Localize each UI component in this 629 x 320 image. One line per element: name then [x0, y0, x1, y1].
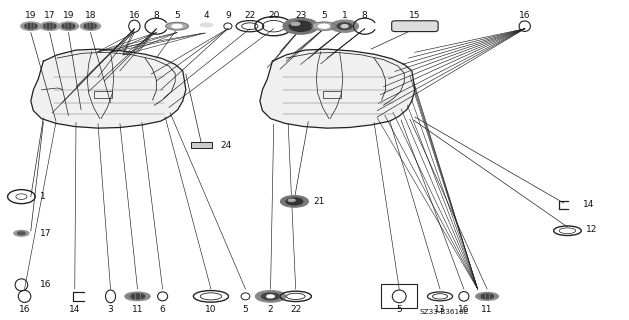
Text: 5: 5	[174, 11, 180, 20]
Ellipse shape	[58, 22, 79, 30]
Text: 24: 24	[220, 141, 231, 150]
Polygon shape	[31, 49, 186, 128]
Text: 14: 14	[582, 200, 594, 209]
Text: 19: 19	[63, 11, 74, 20]
Ellipse shape	[281, 196, 308, 207]
Text: 17: 17	[44, 11, 55, 20]
Ellipse shape	[286, 198, 303, 205]
Ellipse shape	[318, 24, 330, 28]
Ellipse shape	[130, 294, 145, 299]
Ellipse shape	[262, 293, 280, 300]
Bar	[381, 284, 418, 308]
Ellipse shape	[291, 22, 300, 25]
Text: 11: 11	[131, 305, 143, 314]
Ellipse shape	[62, 23, 75, 29]
Bar	[323, 91, 342, 98]
Text: 16: 16	[128, 11, 140, 20]
Ellipse shape	[84, 23, 97, 29]
Text: 19: 19	[25, 11, 36, 20]
Ellipse shape	[25, 23, 37, 29]
Text: 14: 14	[69, 305, 81, 314]
Text: 22: 22	[290, 305, 301, 314]
Text: 1: 1	[342, 11, 347, 20]
Ellipse shape	[331, 20, 359, 32]
Text: 1: 1	[40, 192, 46, 201]
Ellipse shape	[341, 25, 348, 28]
Text: 20: 20	[268, 11, 279, 20]
Text: 18: 18	[85, 11, 96, 20]
Polygon shape	[260, 49, 415, 128]
Ellipse shape	[476, 292, 498, 300]
Bar	[191, 142, 211, 148]
Ellipse shape	[311, 22, 337, 30]
Ellipse shape	[21, 22, 41, 30]
Text: 2: 2	[268, 305, 274, 314]
Text: 15: 15	[409, 11, 421, 20]
Ellipse shape	[43, 23, 56, 29]
Bar	[94, 91, 113, 98]
Text: 13: 13	[434, 305, 446, 314]
Ellipse shape	[172, 24, 182, 28]
Text: 8: 8	[153, 11, 159, 20]
Text: 23: 23	[295, 11, 306, 20]
Text: 12: 12	[586, 225, 598, 234]
Ellipse shape	[267, 295, 274, 298]
Ellipse shape	[198, 20, 215, 32]
Ellipse shape	[18, 232, 25, 235]
Text: 16: 16	[519, 11, 530, 20]
Ellipse shape	[337, 23, 352, 29]
Text: 8: 8	[362, 11, 367, 20]
Text: 16: 16	[19, 305, 30, 314]
Text: 9: 9	[225, 11, 231, 20]
Text: SZ33-B3610E: SZ33-B3610E	[420, 309, 469, 315]
Text: 17: 17	[40, 229, 52, 238]
Ellipse shape	[40, 22, 60, 30]
Text: 10: 10	[205, 305, 217, 314]
Text: 3: 3	[108, 305, 113, 314]
FancyBboxPatch shape	[392, 21, 438, 32]
Ellipse shape	[201, 23, 213, 27]
Ellipse shape	[288, 199, 295, 201]
Ellipse shape	[481, 294, 494, 299]
Text: 4: 4	[204, 11, 209, 20]
Text: 5: 5	[396, 305, 402, 314]
Ellipse shape	[255, 291, 286, 302]
Text: 16: 16	[40, 280, 52, 289]
Text: 11: 11	[481, 305, 493, 314]
Ellipse shape	[14, 230, 29, 236]
Text: 5: 5	[321, 11, 327, 20]
Ellipse shape	[283, 18, 318, 34]
Ellipse shape	[81, 22, 101, 30]
Ellipse shape	[289, 21, 312, 31]
Text: 22: 22	[244, 11, 255, 20]
Text: 16: 16	[458, 305, 470, 314]
Text: 5: 5	[243, 305, 248, 314]
Text: 21: 21	[313, 197, 325, 206]
Text: 6: 6	[160, 305, 165, 314]
Ellipse shape	[166, 22, 188, 30]
Ellipse shape	[125, 292, 150, 300]
